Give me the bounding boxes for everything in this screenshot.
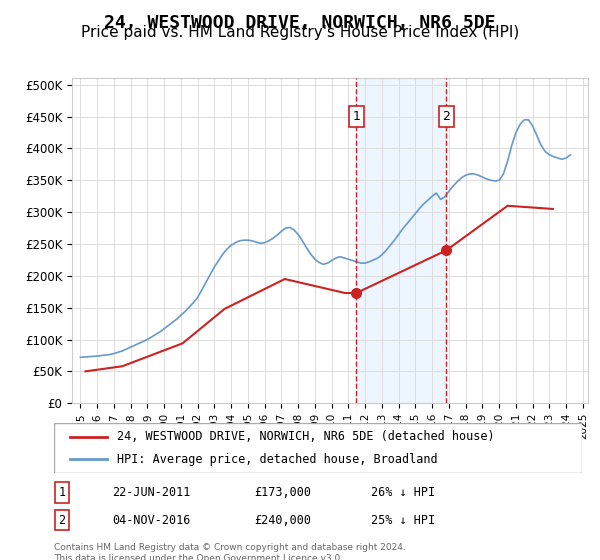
Text: 2: 2 (442, 110, 450, 123)
Text: £173,000: £173,000 (254, 486, 311, 499)
Text: 22-JUN-2011: 22-JUN-2011 (112, 486, 190, 499)
Text: 24, WESTWOOD DRIVE, NORWICH, NR6 5DE: 24, WESTWOOD DRIVE, NORWICH, NR6 5DE (104, 14, 496, 32)
Text: 04-NOV-2016: 04-NOV-2016 (112, 514, 190, 526)
Text: £240,000: £240,000 (254, 514, 311, 526)
Text: 24, WESTWOOD DRIVE, NORWICH, NR6 5DE (detached house): 24, WESTWOOD DRIVE, NORWICH, NR6 5DE (de… (118, 431, 495, 444)
Text: HPI: Average price, detached house, Broadland: HPI: Average price, detached house, Broa… (118, 452, 438, 465)
Text: 26% ↓ HPI: 26% ↓ HPI (371, 486, 435, 499)
Text: 1: 1 (58, 486, 65, 499)
Bar (356, 78, 446, 403)
Text: 2: 2 (58, 514, 65, 526)
Text: Contains HM Land Registry data © Crown copyright and database right 2024.
This d: Contains HM Land Registry data © Crown c… (54, 543, 406, 560)
Text: 1: 1 (352, 110, 360, 123)
Text: Price paid vs. HM Land Registry's House Price Index (HPI): Price paid vs. HM Land Registry's House … (81, 25, 519, 40)
Text: 25% ↓ HPI: 25% ↓ HPI (371, 514, 435, 526)
FancyBboxPatch shape (54, 423, 582, 473)
